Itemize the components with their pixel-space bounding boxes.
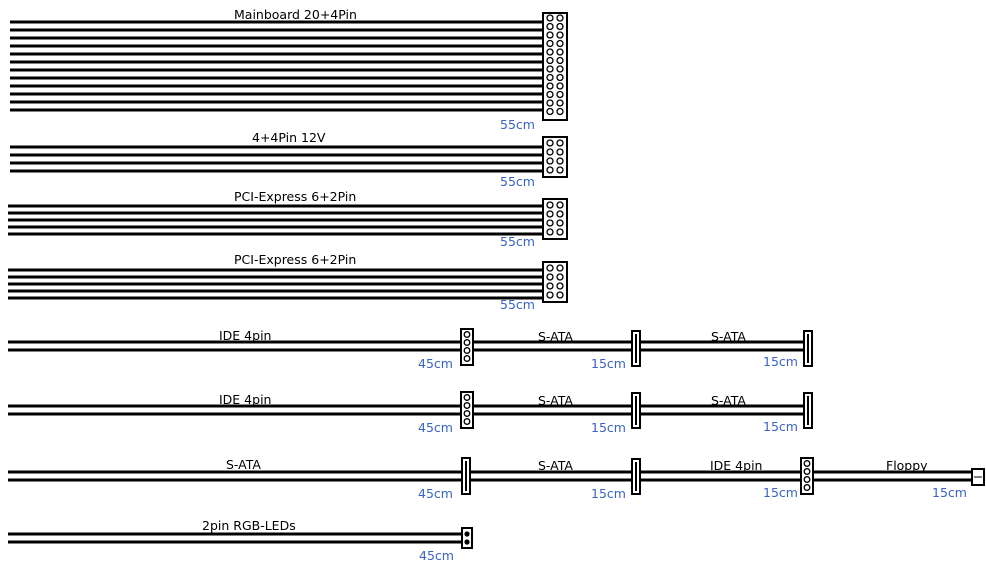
- segment-length: 15cm: [763, 354, 798, 369]
- rgb-2pin-connector: [461, 527, 473, 549]
- wire-bundle: [10, 145, 543, 173]
- segment-label: S-ATA: [538, 393, 573, 408]
- cable-length: 55cm: [500, 234, 535, 249]
- cable-pcie-8pin: PCI-Express 6+2Pin 55cm: [8, 189, 568, 249]
- segment-label: S-ATA: [538, 329, 573, 344]
- segment-length: 15cm: [763, 419, 798, 434]
- cable-cpu-8pin: 4+4Pin 12V 55cm: [10, 130, 568, 189]
- cable-length: 55cm: [500, 297, 535, 312]
- segment-length: 15cm: [591, 356, 626, 371]
- segment-length: 45cm: [418, 356, 453, 371]
- wire-bundle: [10, 20, 543, 112]
- segment-label: Floppy: [886, 458, 928, 473]
- sata-connector: [631, 392, 641, 429]
- segment-length: 15cm: [591, 420, 626, 435]
- segment-label: S-ATA: [711, 393, 746, 408]
- cable-label: 4+4Pin 12V: [252, 130, 326, 145]
- ide-4pin-connector: [800, 457, 814, 495]
- segment-length: 15cm: [591, 486, 626, 501]
- cable-peripheral-chain: IDE 4pin S-ATA S-ATA 45cm 15cm 15cm: [8, 328, 813, 371]
- sata-connector: [803, 392, 813, 429]
- wire-bundle: [8, 532, 462, 544]
- wire-bundle: [8, 268, 543, 300]
- pcie-8pin-connector: [542, 198, 568, 240]
- segment-label: S-ATA: [711, 329, 746, 344]
- ide-4pin-connector: [460, 391, 474, 429]
- cable-label: Mainboard 20+4Pin: [234, 7, 357, 22]
- segment-label: IDE 4pin: [219, 392, 271, 407]
- segment-label: S-ATA: [226, 457, 261, 472]
- cable-mixed-chain: S-ATA S-ATA IDE 4pin Floppy 45cm 15cm 15…: [8, 457, 985, 501]
- wire-bundle: [8, 470, 974, 482]
- segment-label: S-ATA: [538, 458, 573, 473]
- segment-label: IDE 4pin: [219, 328, 271, 343]
- segment-length: 15cm: [932, 485, 967, 500]
- sata-connector: [631, 330, 641, 367]
- pcie-8pin-connector: [542, 261, 568, 303]
- segment-label: 2pin RGB-LEDs: [202, 518, 296, 533]
- segment-length: 15cm: [763, 485, 798, 500]
- floppy-connector: [971, 468, 985, 486]
- cable-mainboard-24pin: Mainboard 20+4Pin 55cm: [10, 7, 568, 132]
- cpu-8pin-connector: [542, 136, 568, 178]
- cable-peripheral-chain: IDE 4pin S-ATA S-ATA 45cm 15cm 15cm: [8, 391, 813, 435]
- ide-4pin-connector: [460, 328, 474, 366]
- cable-length: 55cm: [500, 117, 535, 132]
- segment-length: 45cm: [418, 420, 453, 435]
- wire-bundle: [8, 404, 804, 416]
- sata-connector: [631, 458, 641, 495]
- cable-length: 55cm: [500, 174, 535, 189]
- cable-label: PCI-Express 6+2Pin: [234, 189, 356, 204]
- mainboard-24pin-connector: [542, 12, 568, 121]
- sata-connector: [803, 330, 813, 367]
- segment-label: IDE 4pin: [710, 458, 762, 473]
- wire-bundle: [8, 204, 543, 236]
- segment-length: 45cm: [418, 486, 453, 501]
- wire-bundle: [8, 340, 804, 352]
- cable-label: PCI-Express 6+2Pin: [234, 252, 356, 267]
- cable-rgb-led: 2pin RGB-LEDs 45cm: [8, 518, 473, 562]
- sata-connector: [461, 457, 471, 495]
- segment-length: 45cm: [419, 548, 454, 562]
- cable-pcie-8pin: PCI-Express 6+2Pin 55cm: [8, 252, 568, 312]
